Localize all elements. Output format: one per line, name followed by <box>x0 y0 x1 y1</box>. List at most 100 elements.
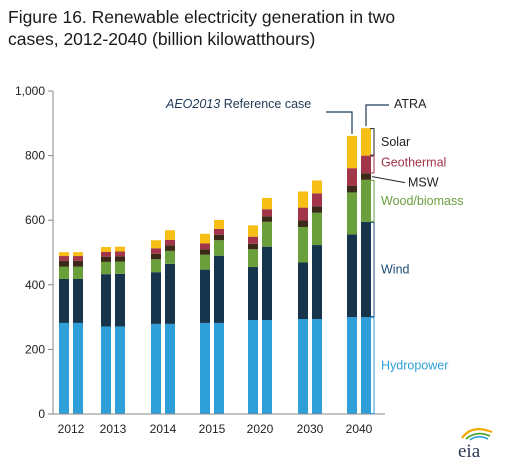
solar-bracket <box>370 128 375 156</box>
atra-leader-line <box>365 104 389 127</box>
annotations: AEO2013 Reference case ATRA <box>165 97 427 134</box>
bar-segment-geothermal-2015-reference <box>200 243 210 250</box>
bar-segment-msw-2012-reference <box>59 260 69 267</box>
bar-segment-hydropower-2030-atra <box>312 319 322 414</box>
bar-segment-solar-2020-reference <box>248 225 258 237</box>
bar-segment-msw-2040-atra <box>361 173 371 180</box>
bar-segment-solar-2015-atra <box>214 219 224 229</box>
bar-segment-hydropower-2040-reference <box>347 317 357 414</box>
bar-segment-solar-2014-atra <box>165 230 175 240</box>
geothermal-label: Geothermal <box>381 155 446 169</box>
logo-swoosh-icon <box>461 427 493 439</box>
bar-segment-wind-2014-atra <box>165 263 175 324</box>
bar-segment-geothermal-2014-atra <box>165 239 175 246</box>
bar-segment-hydropower-2040-atra <box>361 317 371 414</box>
bar-segment-msw-2030-atra <box>312 206 322 213</box>
bar-segment-hydropower-2013-atra <box>115 326 125 414</box>
bar-segment-msw-2015-atra <box>214 234 224 241</box>
bar-segment-solar-2020-atra <box>262 197 272 210</box>
bar-segment-solar-2014-reference <box>151 240 161 249</box>
x-tick-label: 2015 <box>199 422 226 436</box>
bar-segment-wood-biomass-2013-reference <box>101 261 111 275</box>
bar-segment-wood-biomass-2015-atra <box>214 240 224 256</box>
bar-segment-hydropower-2013-reference <box>101 326 111 414</box>
wind-bracket <box>370 221 375 318</box>
series-labels: Hydropower Wind Wood/biomass MSW Geothermal S… <box>370 128 463 414</box>
wood-biomass-label: Wood/biomass <box>381 194 463 208</box>
reference-case-italic: AEO2013 <box>165 97 220 111</box>
bar-segment-geothermal-2020-atra <box>262 209 272 217</box>
bar-segment-wood-biomass-2012-atra <box>73 266 83 279</box>
bar-segment-geothermal-2030-reference <box>298 207 308 221</box>
bar-segment-geothermal-2020-reference <box>248 236 258 244</box>
bar-segment-msw-2013-reference <box>101 256 111 262</box>
solar-label: Solar <box>381 135 410 149</box>
bar-segment-wood-biomass-2040-atra <box>361 179 371 222</box>
bar-segment-geothermal-2040-reference <box>347 168 357 186</box>
bar-segment-geothermal-2013-reference <box>101 251 111 257</box>
bar-segment-wind-2030-atra <box>312 245 322 320</box>
x-tick-label: 2014 <box>150 422 177 436</box>
bar-segment-hydropower-2020-atra <box>262 320 272 414</box>
wind-label: Wind <box>381 262 410 276</box>
y-tick-label: 0 <box>38 407 45 421</box>
bar-segment-hydropower-2014-atra <box>165 323 175 414</box>
bar-segment-msw-2012-atra <box>73 260 83 267</box>
bar-segment-wind-2015-reference <box>200 269 210 323</box>
bar-segment-wind-2013-atra <box>115 273 125 327</box>
bar-segment-wind-2040-atra <box>361 221 371 318</box>
msw-label: MSW <box>408 176 439 190</box>
bar-segment-wind-2020-atra <box>262 246 272 321</box>
bar-segment-solar-2030-atra <box>312 180 322 194</box>
hydropower-label: Hydropower <box>381 359 448 373</box>
x-tick-label: 2020 <box>247 422 274 436</box>
bar-segment-wind-2012-atra <box>73 278 83 323</box>
bar-segment-geothermal-2013-atra <box>115 251 125 257</box>
atra-annotation: ATRA <box>394 97 427 111</box>
logo-swoosh-3-icon <box>469 435 489 441</box>
bar-segment-solar-2015-reference <box>200 233 210 244</box>
bar-segment-wood-biomass-2030-atra <box>312 212 322 246</box>
bar-segment-geothermal-2030-atra <box>312 193 322 207</box>
reference-case-leader-line <box>326 111 353 134</box>
wood-biomass-bracket <box>370 179 375 222</box>
bar-segment-wood-biomass-2013-atra <box>115 261 125 274</box>
bar-segment-msw-2015-reference <box>200 249 210 255</box>
bar-segment-hydropower-2030-reference <box>298 319 308 414</box>
bar-segment-hydropower-2014-reference <box>151 323 161 414</box>
bar-segment-wind-2040-reference <box>347 234 357 318</box>
bar-segment-wind-2020-reference <box>248 267 258 321</box>
bar-segment-wood-biomass-2030-reference <box>298 226 308 263</box>
bar-segment-msw-2030-reference <box>298 220 308 227</box>
bar-segment-wood-biomass-2012-reference <box>59 266 69 279</box>
bar-segment-wood-biomass-2014-atra <box>165 250 175 264</box>
geothermal-bracket <box>370 155 375 174</box>
bar-segment-hydropower-2015-atra <box>214 322 224 414</box>
bar-segment-geothermal-2012-reference <box>59 256 69 261</box>
y-tick-label: 400 <box>25 278 45 292</box>
bar-segment-solar-2013-reference <box>101 247 111 252</box>
reference-case-rest: Reference case <box>220 97 311 111</box>
bar-segment-wood-biomass-2040-reference <box>347 192 357 235</box>
y-tick-label: 1,000 <box>15 84 45 98</box>
bar-segment-hydropower-2012-reference <box>59 322 69 414</box>
bar-segment-solar-2040-atra <box>361 128 371 156</box>
bar-segment-solar-2040-reference <box>347 135 357 169</box>
bar-segment-wood-biomass-2020-atra <box>262 221 272 247</box>
hydropower-bracket <box>370 317 375 414</box>
y-tick-label: 200 <box>25 342 45 356</box>
bar-segment-wood-biomass-2020-reference <box>248 249 258 268</box>
bar-segment-msw-2040-reference <box>347 185 357 193</box>
bar-segment-solar-2012-reference <box>59 252 69 257</box>
y-axis: 0 200 400 600 800 1,000 <box>15 84 54 421</box>
bar-segment-geothermal-2014-reference <box>151 248 161 254</box>
logo-swoosh-2-icon <box>465 432 491 440</box>
bar-segment-msw-2014-reference <box>151 253 161 260</box>
x-tick-label: 2040 <box>346 422 373 436</box>
eia-logo: eia <box>458 427 493 460</box>
y-tick-label: 600 <box>25 213 45 227</box>
chart-title: Figure 16. Renewable electricity generat… <box>8 7 396 49</box>
msw-leader-line <box>371 176 406 184</box>
x-tick-label: 2030 <box>297 422 324 436</box>
x-tick-label: 2012 <box>58 422 85 436</box>
